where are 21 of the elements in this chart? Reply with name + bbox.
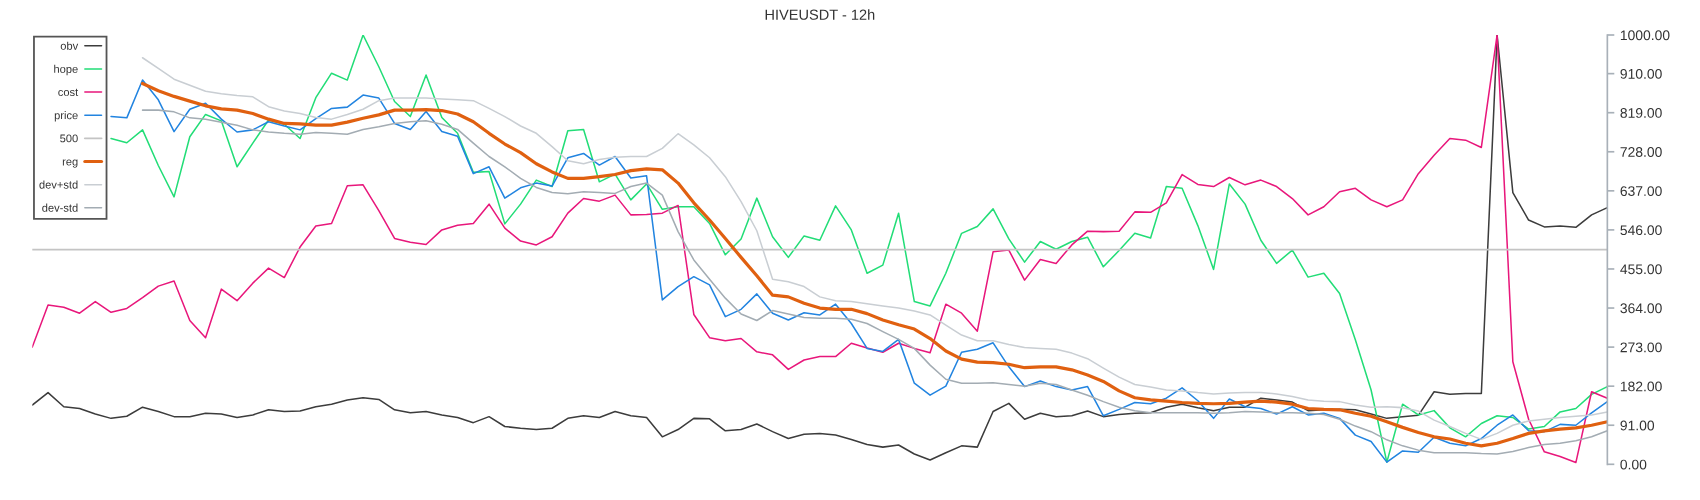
legend-label: 500 [60,134,78,143]
y-tick-label: 728.00 [1620,147,1662,157]
chart-title: HIVEUSDT - 12h [765,9,875,20]
legend-label: dev+std [39,180,78,189]
legend-label: reg [62,159,78,168]
y-tick-label: 0.00 [1620,459,1647,470]
y-tick-label: 364.00 [1620,303,1662,314]
y-tick-label: 637.00 [1620,186,1662,197]
y-tick-label: 91.00 [1620,420,1655,431]
y-tick-label: 1000.00 [1620,30,1670,41]
y-tick-label: 273.00 [1620,342,1662,353]
y-tick-label: 546.00 [1620,225,1662,236]
y-tick-label: 819.00 [1620,108,1662,118]
legend-label: obv [60,41,79,50]
y-tick-label: 910.00 [1620,68,1662,79]
legend-label: price [54,111,78,122]
y-tick-label: 182.00 [1620,381,1662,392]
legend-label: dev-std [42,203,78,212]
y-tick-label: 455.00 [1620,264,1662,275]
legend-label: hope [54,64,78,76]
legend-label: cost [58,88,79,97]
